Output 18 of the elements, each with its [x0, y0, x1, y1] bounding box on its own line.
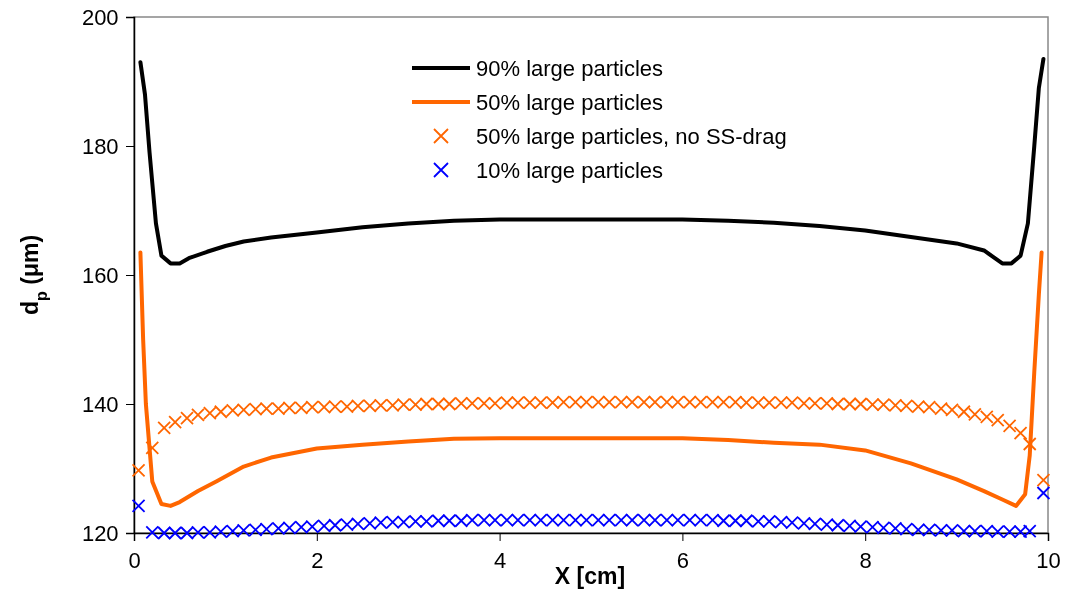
x-tick-label: 4 [493, 548, 507, 574]
x-axis-title: X [cm] [554, 563, 626, 589]
line-series [138, 250, 1044, 508]
x-tick-label: 8 [859, 548, 872, 574]
legend-label: 50% large particles, no SS-drag [476, 124, 787, 149]
x-tick-label: 10 [1036, 548, 1061, 574]
y-tick-label: 120 [81, 520, 119, 546]
x-tick-label: 6 [676, 548, 690, 574]
x-tick-label: 2 [311, 548, 324, 574]
y-tick-label: 160 [81, 262, 119, 288]
y-tick-label: 180 [81, 133, 119, 159]
line-series [138, 56, 1046, 266]
x-tick-label: 0 [128, 548, 141, 574]
y-tick-label: 140 [81, 391, 119, 417]
legend-label: 90% large particles [476, 56, 664, 81]
y-tick-label: 200 [81, 4, 119, 30]
legend-label: 10% large particles [476, 158, 664, 183]
legend-label: 50% large particles [476, 90, 664, 115]
